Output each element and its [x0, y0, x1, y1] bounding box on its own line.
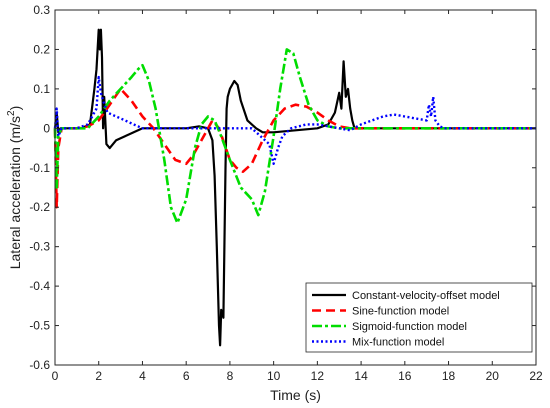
- series-line-4: [53, 75, 536, 166]
- y-tick-label: 0.2: [33, 42, 50, 56]
- y-tick-label: -0.1: [29, 161, 50, 175]
- y-axis-label-main: Lateral acceleration (m/s: [7, 116, 23, 269]
- plot-frame: [54, 9, 537, 366]
- series-line-1: [53, 28, 536, 347]
- y-tick-label: -0.6: [29, 358, 50, 372]
- y-tick-label: -0.5: [29, 319, 50, 333]
- y-axis-label-sup: 2: [6, 110, 17, 116]
- y-tick-label: -0.4: [29, 279, 50, 293]
- series-layer: [53, 28, 536, 347]
- x-tick-label: 14: [354, 369, 368, 383]
- legend-label-3: Sigmoid-function model: [352, 321, 467, 333]
- legend-label-4: Mix-function model: [352, 337, 444, 349]
- x-tick-label: 0: [52, 369, 59, 383]
- x-axis-label: Time (s): [270, 387, 321, 403]
- series-line-2: [53, 87, 536, 209]
- x-tick-label: 22: [529, 369, 543, 383]
- y-tick-label: 0.3: [33, 3, 50, 17]
- x-tick-label: 6: [183, 369, 190, 383]
- legend: Constant-velocity-offset model Sine-funct…: [305, 282, 533, 353]
- legend-label-2: Sine-function model: [352, 306, 449, 318]
- y-tick-label: -0.3: [29, 240, 50, 254]
- x-tick-label: 10: [267, 369, 281, 383]
- x-tick-label: 2: [95, 369, 102, 383]
- x-tick-label: 12: [311, 369, 325, 383]
- x-tick-label: 20: [486, 369, 500, 383]
- x-tick-label: 16: [398, 369, 412, 383]
- y-tick-label: -0.2: [29, 200, 50, 214]
- y-axis-label: Lateral acceleration (m/s2): [6, 106, 23, 270]
- y-tick-label: 0: [43, 121, 50, 135]
- ticks-layer: 0 2 4 6 8 10 12 14 16 18 20 22 -0.6 -0.5 -0.4 -0.3 -0.2 -…: [29, 3, 543, 383]
- x-tick-label: 18: [442, 369, 456, 383]
- legend-label-1: Constant-velocity-offset model: [352, 290, 500, 302]
- y-tick-label: 0.1: [33, 82, 50, 96]
- x-tick-label: 4: [139, 369, 146, 383]
- y-axis-label-end: ): [7, 106, 23, 111]
- x-tick-label: 8: [227, 369, 234, 383]
